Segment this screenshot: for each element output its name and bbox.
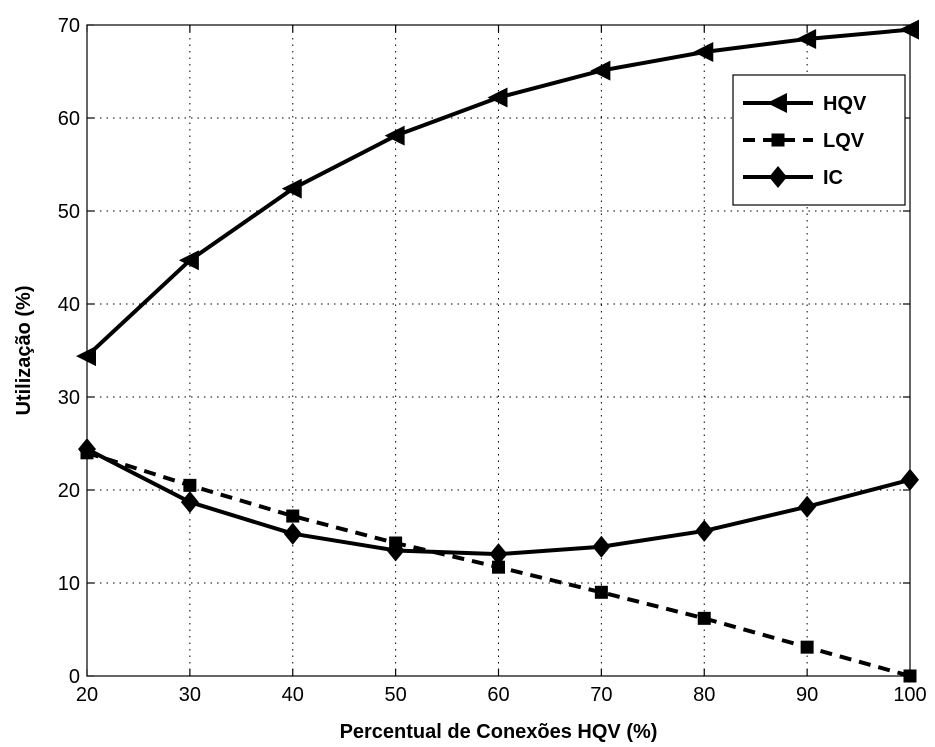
data-point-ic bbox=[695, 519, 714, 542]
legend-label-lqv: LQV bbox=[823, 130, 865, 152]
data-point-hqv bbox=[899, 19, 919, 40]
x-tick-label: 70 bbox=[590, 684, 612, 706]
grid bbox=[87, 25, 910, 676]
axis-ticks: 20 30 40 50 60 70 80 90 100 0 10 20 30 40 50 60 70 bbox=[58, 15, 927, 706]
series-line-ic bbox=[86, 447, 911, 557]
data-point-ic bbox=[592, 535, 611, 558]
data-point-lqv bbox=[594, 585, 608, 599]
data-point-hqv bbox=[384, 125, 405, 146]
data-point-ic bbox=[798, 495, 817, 518]
data-point-lqv bbox=[800, 640, 814, 654]
legend-marker-lqv bbox=[771, 133, 785, 147]
data-point-lqv bbox=[183, 478, 197, 492]
x-tick-label: 30 bbox=[179, 684, 201, 706]
legend: HQV LQV IC bbox=[732, 74, 906, 206]
data-point-hqv bbox=[281, 178, 302, 199]
legend-label-ic: IC bbox=[823, 167, 843, 189]
data-point-hqv bbox=[796, 28, 817, 49]
y-tick-label: 30 bbox=[58, 387, 80, 409]
data-point-hqv bbox=[178, 250, 199, 271]
x-axis-label: Percentual de Conexões HQV (%) bbox=[340, 721, 658, 743]
y-tick-label: 50 bbox=[58, 201, 80, 223]
y-tick-label: 60 bbox=[58, 108, 80, 130]
y-tick-label: 20 bbox=[58, 480, 80, 502]
legend-label-hqv: HQV bbox=[823, 93, 867, 115]
x-tick-label: 80 bbox=[693, 684, 715, 706]
marker-layer bbox=[76, 19, 919, 683]
x-tick-label: 60 bbox=[487, 684, 509, 706]
data-point-lqv bbox=[697, 611, 711, 625]
data-point-ic bbox=[489, 543, 508, 566]
data-point-hqv bbox=[590, 60, 611, 81]
data-point-lqv bbox=[492, 560, 505, 574]
legend-marker-hqv bbox=[767, 93, 787, 113]
data-point-ic bbox=[386, 539, 405, 562]
y-tick-label: 40 bbox=[58, 294, 80, 316]
y-tick-label: 70 bbox=[58, 15, 80, 37]
x-tick-label: 100 bbox=[893, 684, 926, 706]
x-tick-label: 50 bbox=[385, 684, 407, 706]
x-tick-label: 90 bbox=[796, 684, 818, 706]
legend-marker-ic bbox=[769, 166, 787, 188]
y-tick-label: 10 bbox=[58, 573, 80, 595]
data-point-lqv bbox=[286, 509, 300, 523]
data-point-hqv bbox=[76, 346, 96, 367]
x-tick-label: 40 bbox=[282, 684, 304, 706]
data-point-ic bbox=[283, 522, 302, 545]
data-point-hqv bbox=[487, 87, 508, 108]
y-axis-label: Utilização (%) bbox=[13, 285, 35, 415]
data-point-ic bbox=[180, 491, 199, 514]
data-point-hqv bbox=[693, 41, 714, 62]
x-tick-label: 20 bbox=[76, 684, 98, 706]
legend-box bbox=[732, 74, 906, 206]
y-tick-label: 0 bbox=[69, 666, 80, 688]
